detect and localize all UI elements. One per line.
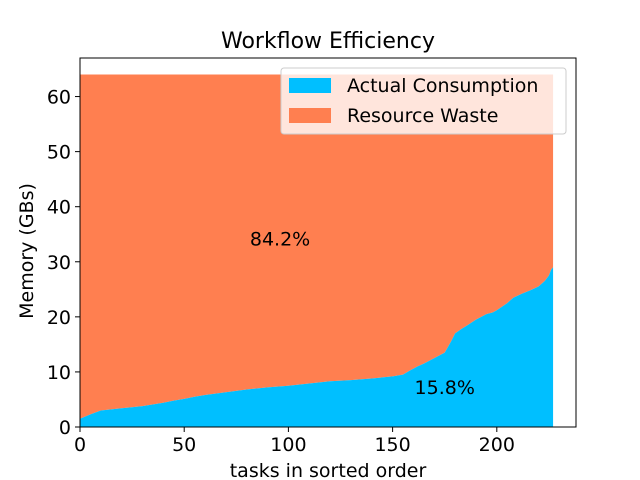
y-tick-label: 0 (59, 417, 71, 439)
actual-consumption-area (80, 267, 554, 427)
plot-frame (79, 57, 577, 428)
legend: Actual Consumption Resource Waste (280, 67, 567, 135)
x-tick-label: 150 (374, 434, 410, 456)
percentage-annotation: 84.2% (250, 228, 310, 250)
x-tick-label: 200 (479, 434, 515, 456)
legend-box (280, 67, 567, 135)
legend-label-actual-consumption: Actual Consumption (347, 75, 538, 97)
x-tick-label: 50 (172, 434, 196, 456)
chart-title: Workflow Efficiency (221, 29, 435, 54)
y-axis-label: Memory (GBs) (16, 183, 38, 319)
x-tick-label: 100 (270, 434, 306, 456)
legend-label-resource-waste: Resource Waste (347, 105, 498, 127)
x-axis-label: tasks in sorted order (230, 460, 427, 480)
y-tick-label: 10 (47, 362, 71, 384)
y-tick-label: 20 (47, 307, 71, 329)
y-tick-label: 30 (47, 252, 71, 274)
y-tick-label: 60 (47, 87, 71, 109)
legend-swatch-actual-consumption (289, 78, 331, 93)
y-tick-label: 40 (47, 197, 71, 219)
resource-waste-area (80, 74, 554, 419)
percentage-annotation: 15.8% (415, 377, 475, 399)
y-tick-label: 50 (47, 142, 71, 164)
legend-swatch-resource-waste (289, 108, 331, 123)
x-tick-label: 0 (74, 434, 86, 456)
